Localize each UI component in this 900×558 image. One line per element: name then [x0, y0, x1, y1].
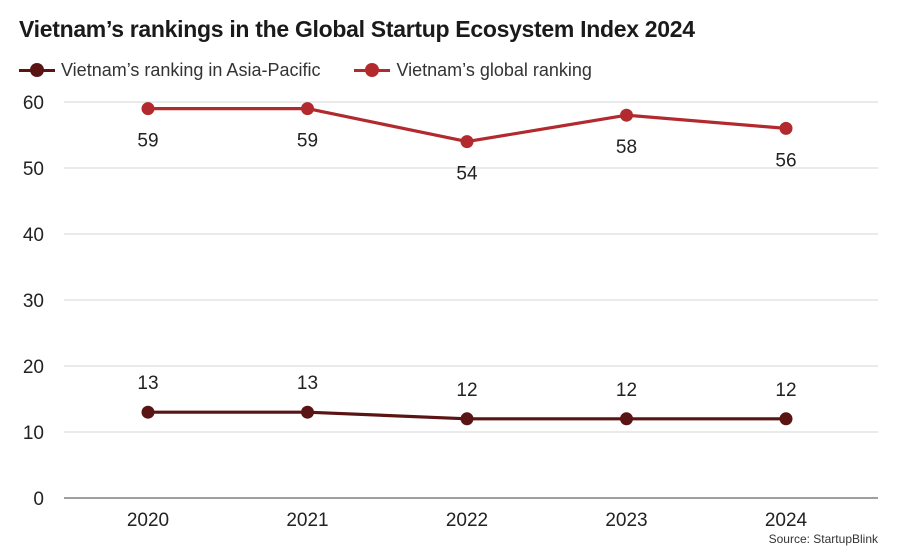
- data-label-global-2022: 54: [456, 164, 478, 185]
- data-point-asia-pacific-2020: [141, 405, 155, 419]
- y-tick-label-0: 0: [33, 489, 44, 510]
- legend-marker-global: [354, 63, 391, 77]
- data-label-global-2020: 59: [137, 131, 158, 152]
- x-tick-label-2021: 2021: [286, 510, 328, 531]
- legend-label-asia-pacific: Vietnam’s ranking in Asia-Pacific: [61, 59, 321, 80]
- legend-item-asia-pacific: Vietnam’s ranking in Asia-Pacific: [19, 60, 320, 81]
- x-tick-label-2023: 2023: [605, 510, 647, 531]
- x-tick-label-2020: 2020: [127, 510, 169, 531]
- chart-title: Vietnam’s rankings in the Global Startup…: [19, 16, 695, 42]
- legend-label-global: Vietnam’s global ranking: [396, 59, 592, 80]
- data-label-global-2023: 58: [616, 137, 637, 158]
- data-point-asia-pacific-2022: [460, 412, 474, 426]
- legend-marker-asia-pacific: [19, 63, 55, 77]
- data-label-asia-pacific-2022: 12: [456, 380, 477, 401]
- x-tick-label-2024: 2024: [765, 510, 808, 531]
- source-note: Source: StartupBlink: [768, 532, 878, 546]
- data-point-asia-pacific-2023: [620, 412, 633, 426]
- data-point-global-2024: [779, 121, 793, 135]
- x-tick-label-2022: 2022: [446, 510, 488, 531]
- y-tick-label-10: 10: [23, 423, 44, 444]
- y-tick-label-60: 60: [23, 93, 44, 114]
- data-point-global-2021: [301, 102, 314, 116]
- y-tick-label-40: 40: [23, 225, 44, 246]
- data-label-asia-pacific-2020: 13: [137, 373, 158, 394]
- data-point-asia-pacific-2021: [301, 405, 314, 419]
- data-point-global-2022: [460, 135, 474, 149]
- legend: Vietnam’s ranking in Asia-Pacific Vietna…: [19, 58, 626, 82]
- data-label-asia-pacific-2021: 13: [297, 373, 318, 394]
- data-label-asia-pacific-2024: 12: [775, 380, 796, 401]
- data-point-asia-pacific-2024: [779, 412, 793, 426]
- y-tick-label-20: 20: [23, 357, 44, 378]
- data-point-global-2020: [141, 102, 155, 116]
- data-label-global-2024: 56: [775, 150, 796, 171]
- data-label-global-2021: 59: [297, 131, 318, 152]
- y-tick-label-30: 30: [23, 291, 44, 312]
- data-point-global-2023: [620, 108, 633, 122]
- legend-item-global: Vietnam’s global ranking: [354, 59, 592, 81]
- y-tick-label-50: 50: [23, 159, 44, 180]
- data-label-asia-pacific-2023: 12: [616, 380, 637, 401]
